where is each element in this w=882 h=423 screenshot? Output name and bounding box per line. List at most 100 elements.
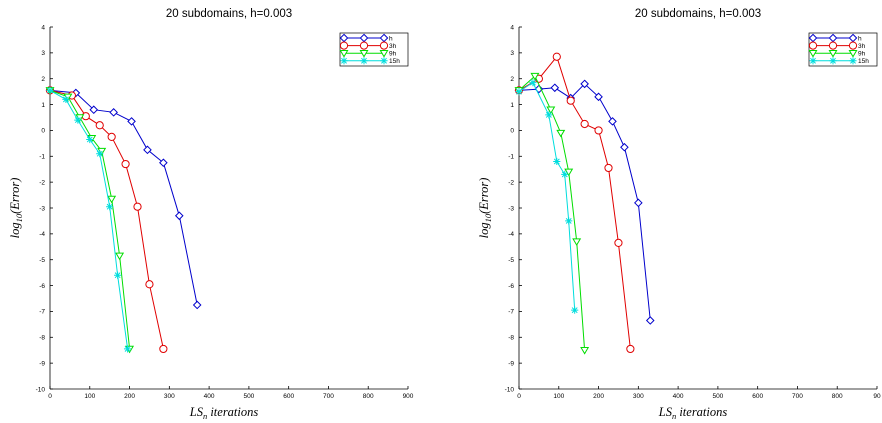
data-point-h bbox=[594, 92, 603, 102]
data-point-3h bbox=[145, 280, 154, 289]
y-tick-label: -2 bbox=[39, 179, 45, 186]
x-tick-label: 600 bbox=[283, 393, 294, 400]
y-axis-label: log10(Error) bbox=[477, 178, 493, 239]
data-point-15h bbox=[529, 78, 537, 87]
data-point-h bbox=[580, 79, 589, 89]
y-tick-label: 4 bbox=[41, 24, 45, 31]
x-tick-label: 500 bbox=[712, 393, 723, 400]
data-point-3h bbox=[626, 344, 635, 354]
series-line-h bbox=[518, 83, 651, 321]
data-point-3h bbox=[159, 344, 168, 354]
x-tick-label: 90 bbox=[873, 393, 881, 400]
legend-marker-15h bbox=[380, 57, 388, 65]
series-line-15h bbox=[49, 89, 129, 349]
x-tick-label: 700 bbox=[792, 393, 803, 400]
y-tick-label: -10 bbox=[36, 386, 46, 393]
x-tick-label: 300 bbox=[633, 393, 644, 400]
legend-marker-9h bbox=[848, 50, 858, 58]
data-point-h bbox=[159, 158, 168, 168]
y-tick-label: -8 bbox=[508, 335, 514, 342]
legend-marker-9h bbox=[339, 50, 349, 58]
data-point-3h bbox=[614, 238, 623, 248]
data-point-3h bbox=[121, 159, 130, 169]
data-point-h bbox=[174, 211, 184, 221]
x-tick-label: 500 bbox=[243, 393, 254, 400]
chart-1: 0 100 200 300 400 500 600 700 800 900 4 3 2 1 0 -1 -2 -3 -… bbox=[8, 8, 414, 421]
y-tick-label: -9 bbox=[39, 360, 45, 367]
legend-marker-3h bbox=[339, 41, 349, 50]
chart-title: 20 subdomains, h=0.003 bbox=[166, 8, 292, 20]
data-point-h bbox=[550, 83, 560, 93]
y-tick-label: 4 bbox=[510, 24, 514, 31]
data-point-3h bbox=[133, 202, 142, 211]
series-15h bbox=[46, 86, 132, 353]
y-tick-label: -6 bbox=[508, 283, 514, 290]
y-tick-label: -1 bbox=[508, 154, 514, 161]
data-point-3h bbox=[552, 52, 561, 61]
legend-marker-3h bbox=[379, 41, 389, 50]
x-tick-label: 200 bbox=[124, 393, 135, 400]
legend-label-3h: 3h bbox=[858, 43, 866, 50]
y-tick-label: 0 bbox=[510, 128, 514, 135]
legend-marker-9h bbox=[359, 50, 369, 58]
y-tick-label: -7 bbox=[39, 309, 45, 316]
data-point-h bbox=[143, 145, 152, 155]
y-tick-label: 3 bbox=[510, 50, 514, 57]
data-point-3h bbox=[107, 132, 116, 141]
data-point-9h bbox=[546, 106, 556, 115]
legend-marker-15h bbox=[360, 57, 368, 65]
y-tick-label: -3 bbox=[39, 205, 45, 212]
x-tick-label: 800 bbox=[832, 393, 843, 400]
data-point-3h bbox=[95, 121, 104, 130]
data-point-h bbox=[620, 142, 629, 152]
data-point-h bbox=[534, 84, 544, 94]
data-point-h bbox=[608, 117, 617, 126]
y-tick-label: -3 bbox=[508, 205, 514, 212]
y-tick-label: -9 bbox=[508, 360, 514, 367]
legend-label-3h: 3h bbox=[389, 43, 397, 50]
x-axis-label: LSn iterations bbox=[658, 405, 728, 421]
series-line-9h bbox=[49, 89, 131, 349]
y-tick-label: 0 bbox=[41, 128, 45, 135]
y-tick-label: 1 bbox=[41, 102, 45, 109]
y-tick-label: 3 bbox=[41, 50, 45, 57]
y-tick-label: 2 bbox=[510, 76, 514, 83]
data-point-15h bbox=[561, 170, 569, 178]
y-tick-label: 1 bbox=[510, 102, 514, 109]
y-tick-label: -2 bbox=[508, 179, 514, 186]
x-tick-label: 800 bbox=[363, 393, 374, 400]
series-h bbox=[45, 86, 202, 310]
series-line-h bbox=[49, 89, 198, 306]
data-point-h bbox=[634, 198, 643, 208]
y-tick-label: -7 bbox=[508, 309, 514, 316]
data-point-15h bbox=[74, 116, 82, 124]
x-tick-label: 900 bbox=[403, 393, 414, 400]
data-point-15h bbox=[106, 203, 114, 211]
data-point-15h bbox=[114, 271, 122, 279]
data-point-h bbox=[645, 316, 655, 325]
data-point-9h bbox=[556, 129, 566, 138]
series-line-3h bbox=[49, 89, 164, 350]
x-tick-label: 300 bbox=[164, 393, 175, 400]
data-point-15h bbox=[86, 135, 94, 144]
data-point-15h bbox=[96, 150, 104, 158]
series-3h bbox=[45, 86, 168, 354]
legend-label-9h: 9h bbox=[858, 51, 866, 58]
x-tick-label: 0 bbox=[48, 393, 52, 400]
legend-label-h: h bbox=[858, 35, 862, 42]
data-point-9h bbox=[107, 195, 117, 204]
y-tick-label: -5 bbox=[508, 257, 514, 264]
series-9h bbox=[45, 87, 135, 354]
data-point-15h bbox=[545, 111, 553, 119]
data-point-3h bbox=[604, 163, 613, 173]
series-3h bbox=[514, 52, 635, 354]
legend-label-15h: 15h bbox=[858, 58, 869, 65]
legend-marker-9h bbox=[379, 50, 389, 58]
data-point-9h bbox=[115, 252, 125, 261]
y-tick-label: -5 bbox=[39, 257, 45, 264]
x-tick-label: 700 bbox=[323, 393, 334, 400]
y-tick-label: -4 bbox=[39, 231, 45, 238]
legend-marker-3h bbox=[359, 41, 369, 50]
